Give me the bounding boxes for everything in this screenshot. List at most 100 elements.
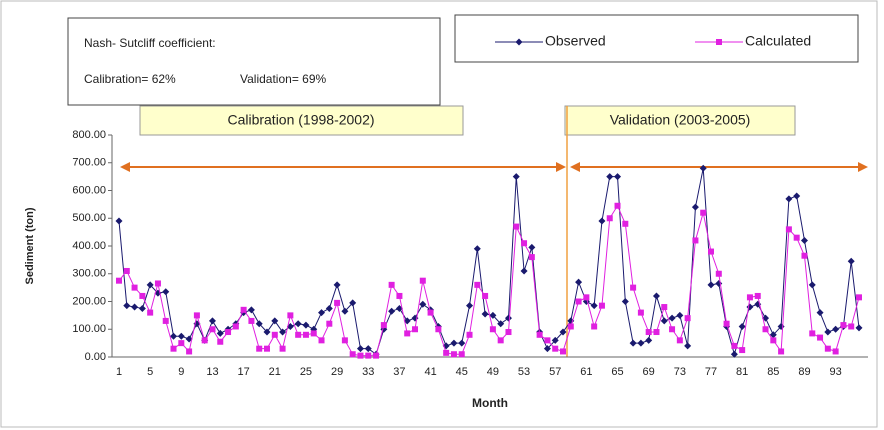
x-tick-label: 45 — [456, 366, 468, 378]
y-tick-label: 500.00 — [72, 212, 106, 224]
data-point — [419, 277, 426, 284]
stats-validation: Validation= 69% — [240, 72, 327, 86]
data-point — [310, 330, 317, 337]
data-point — [559, 328, 567, 336]
data-point — [225, 329, 232, 336]
stats-calibration: Calibration= 62% — [84, 72, 176, 86]
x-tick-label: 49 — [487, 366, 499, 378]
data-point — [131, 284, 138, 291]
data-point — [318, 309, 326, 317]
x-tick-label: 81 — [736, 366, 748, 378]
data-point — [840, 322, 847, 329]
data-point — [357, 352, 364, 359]
data-point — [458, 339, 466, 347]
data-point — [427, 309, 434, 316]
data-point — [365, 352, 372, 359]
y-tick-label: 600.00 — [72, 184, 106, 196]
data-point — [715, 270, 722, 277]
data-point — [294, 320, 302, 328]
data-point — [295, 331, 302, 338]
data-point — [216, 329, 224, 337]
data-point — [708, 248, 714, 255]
x-tick-label: 77 — [705, 366, 717, 378]
data-point — [824, 345, 831, 352]
data-point — [824, 328, 832, 336]
data-point — [622, 220, 629, 227]
data-point — [520, 267, 528, 275]
data-point — [544, 337, 551, 344]
data-point — [208, 317, 216, 325]
x-tick-label: 65 — [611, 366, 623, 378]
data-point — [248, 317, 255, 324]
data-point — [621, 298, 629, 305]
x-tick-label: 61 — [580, 366, 592, 378]
x-axis-title: Month — [472, 396, 508, 410]
data-point — [201, 337, 208, 344]
data-point — [263, 328, 271, 336]
data-point — [754, 292, 761, 299]
calibration-band — [139, 105, 464, 136]
data-point — [458, 351, 465, 358]
data-point — [170, 345, 177, 352]
data-point — [240, 306, 247, 313]
data-point — [575, 278, 583, 286]
data-point — [443, 349, 450, 356]
data-point — [147, 309, 154, 316]
data-point — [738, 322, 746, 330]
y-tick-label: 400.00 — [72, 240, 106, 252]
data-point — [388, 281, 395, 288]
stats-title: Nash- Sutcliff coefficient: — [84, 36, 216, 50]
data-point — [630, 284, 637, 291]
x-tick-label: 1 — [116, 366, 122, 378]
data-point — [800, 236, 808, 244]
data-point — [450, 351, 457, 358]
data-point — [466, 302, 474, 310]
data-point — [614, 173, 622, 181]
data-point — [302, 321, 310, 329]
data-point — [287, 312, 294, 319]
data-point — [512, 173, 520, 181]
data-point — [123, 302, 131, 310]
data-point — [450, 339, 458, 347]
data-point — [847, 257, 855, 265]
data-point — [302, 331, 309, 338]
data-point — [412, 326, 418, 333]
y-tick-label: 800.00 — [72, 129, 106, 141]
data-point — [676, 337, 683, 344]
data-point — [489, 311, 497, 319]
stats-box — [67, 17, 441, 106]
data-point — [334, 299, 341, 306]
data-point — [349, 351, 356, 358]
data-point — [404, 330, 411, 337]
data-point — [668, 314, 676, 322]
data-point — [778, 348, 785, 355]
data-point — [513, 223, 520, 230]
data-point — [793, 234, 800, 241]
x-tick-label: 41 — [424, 366, 436, 378]
data-point — [590, 302, 598, 310]
data-point — [785, 195, 793, 203]
data-point — [551, 336, 559, 344]
data-point — [473, 245, 481, 253]
data-point — [356, 345, 364, 353]
data-point — [326, 320, 333, 327]
data-point — [785, 226, 792, 233]
data-point — [139, 292, 146, 299]
data-point — [497, 320, 505, 328]
data-point — [396, 292, 403, 299]
data-point — [505, 329, 512, 336]
data-point — [769, 331, 777, 339]
data-point — [637, 309, 644, 316]
data-point — [575, 298, 582, 305]
legend-marker — [515, 38, 523, 46]
data-point — [178, 340, 185, 347]
x-tick-label: 73 — [674, 366, 686, 378]
data-point — [115, 217, 123, 225]
data-point — [653, 329, 660, 336]
data-point — [466, 331, 473, 338]
data-point — [536, 331, 543, 338]
data-point — [700, 209, 707, 216]
data-point — [746, 294, 753, 301]
data-point — [707, 281, 715, 289]
